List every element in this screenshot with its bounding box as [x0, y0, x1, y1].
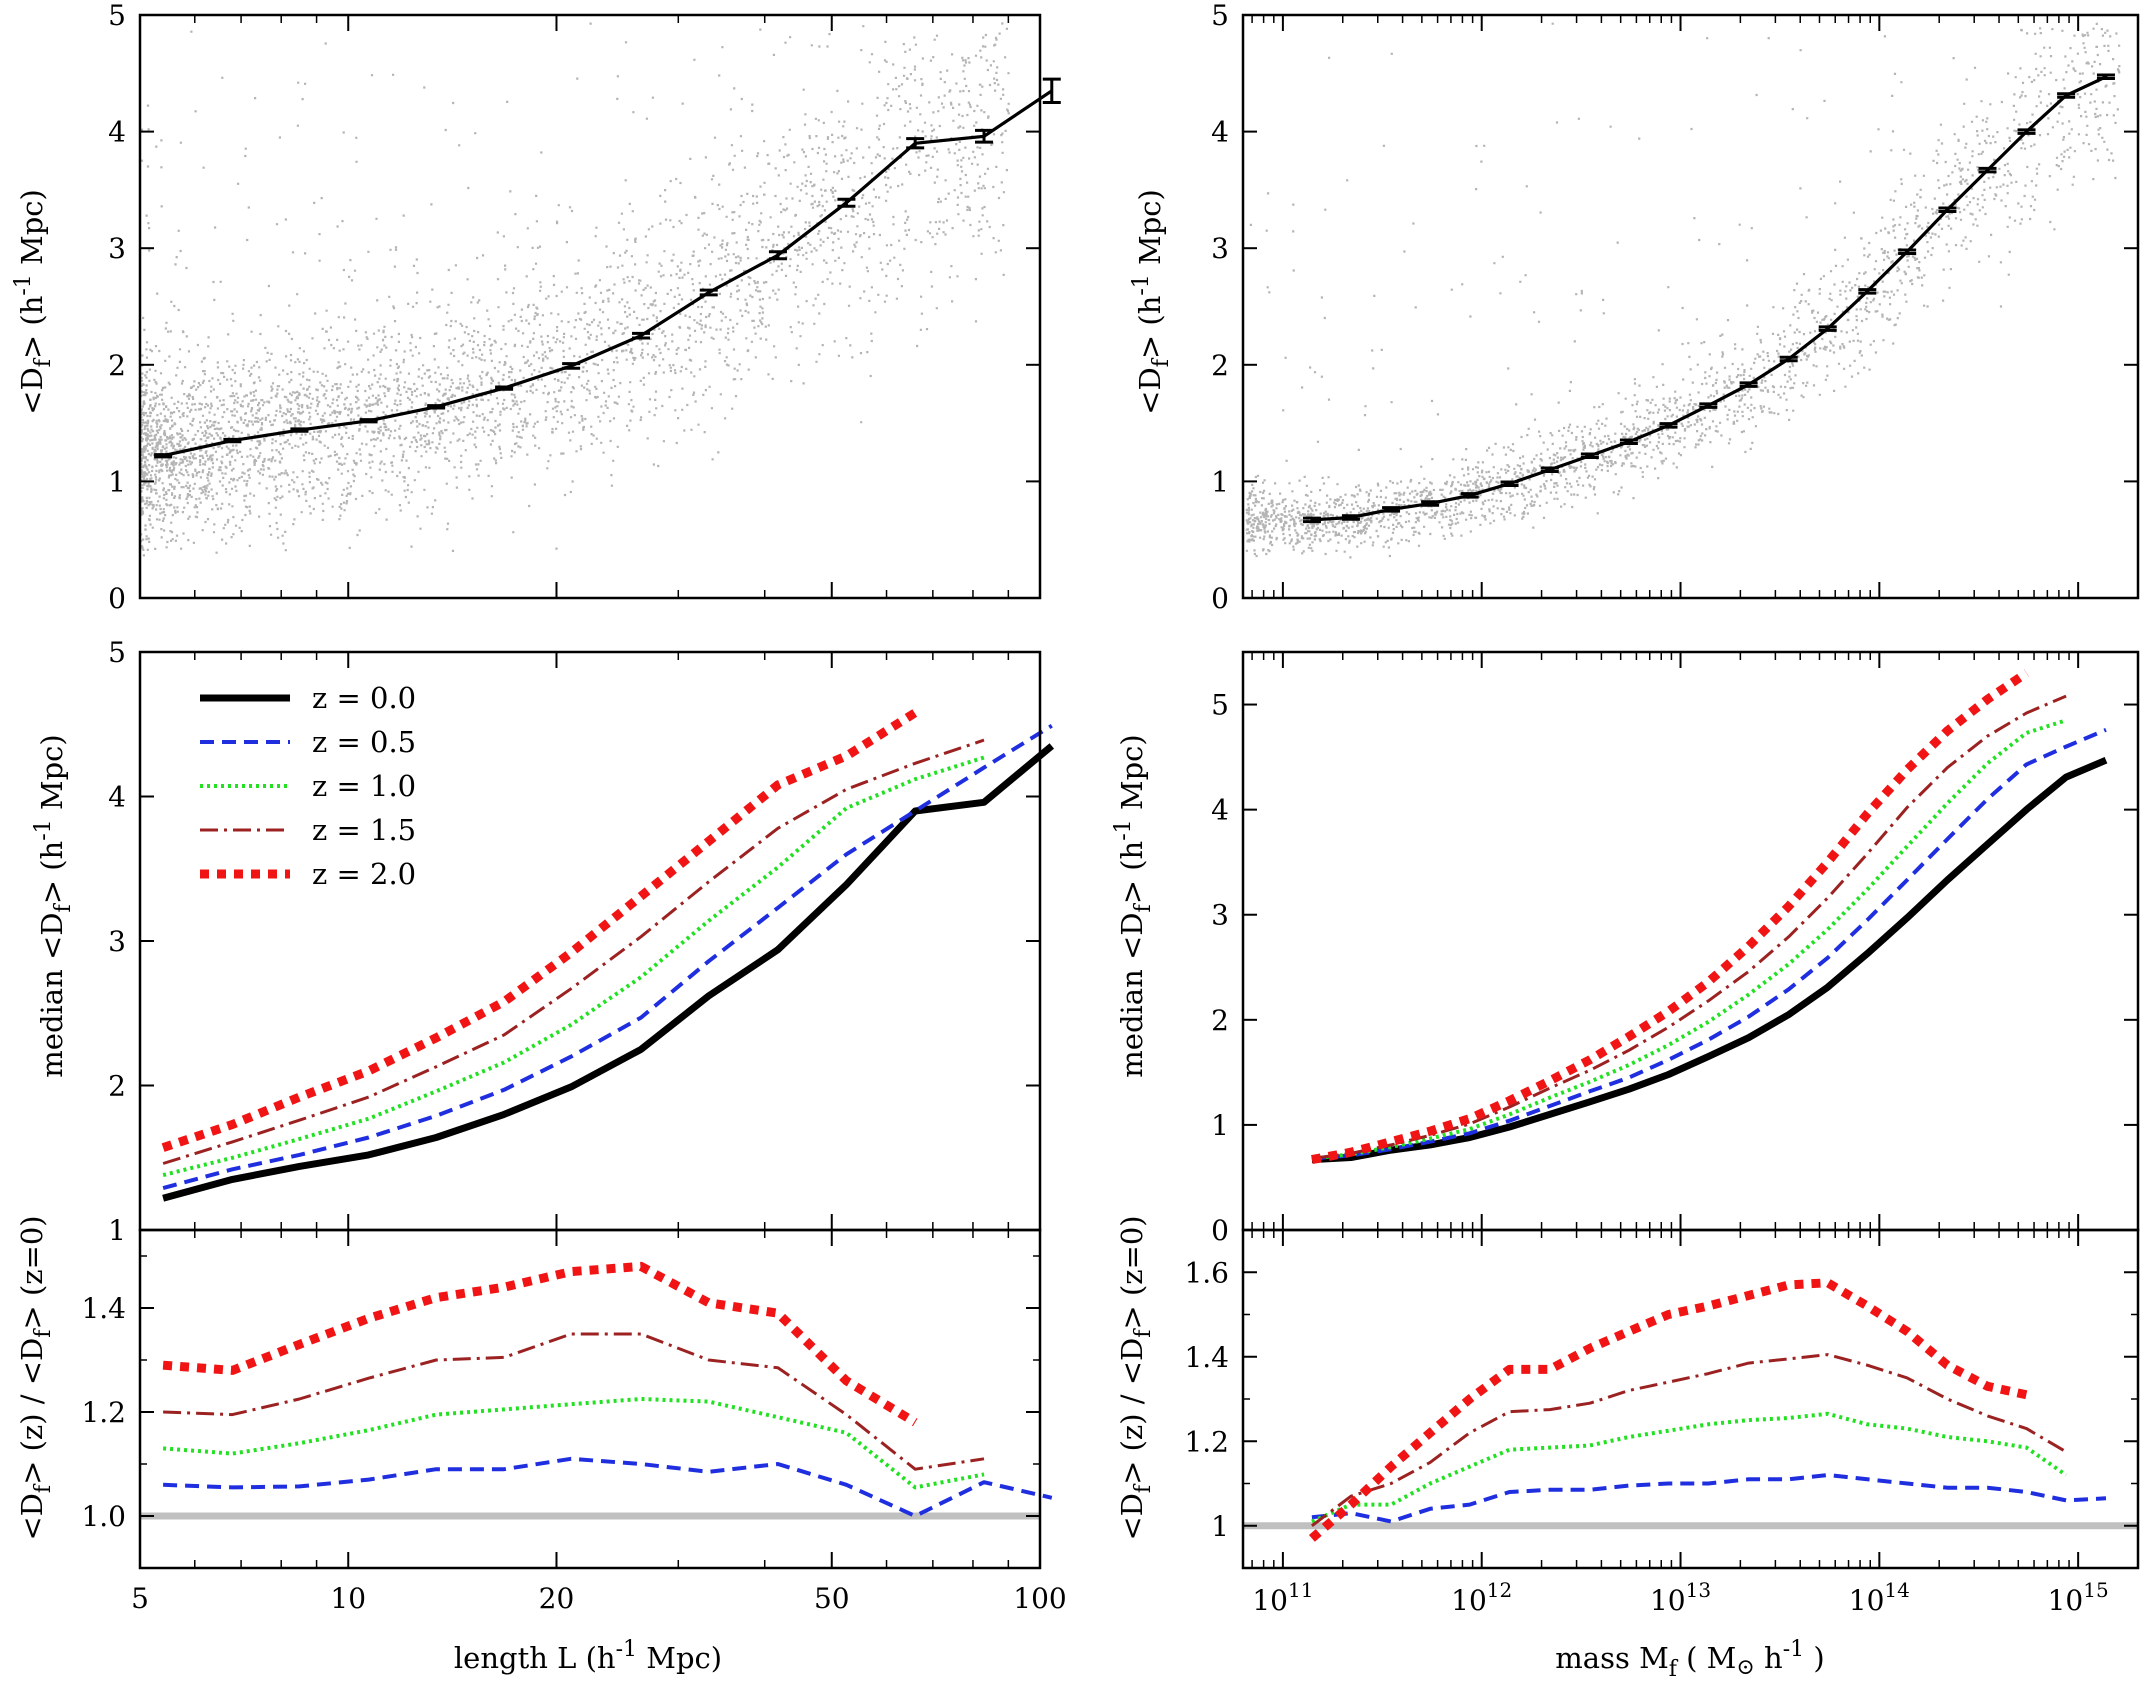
xtick-label-left: 100	[1013, 1582, 1066, 1615]
legend-label-z15: z = 1.5	[312, 813, 416, 847]
xtick-base: 10	[2048, 1584, 2084, 1617]
ytick-label-mr: 3	[1211, 899, 1229, 932]
mean-line-top-left	[162, 89, 1053, 458]
ytick-label-mr: 2	[1211, 1004, 1229, 1037]
ytick-label-ml: 2	[108, 1070, 126, 1103]
scatter-points-top-left	[140, 22, 1010, 557]
ytick-label-tl: 0	[108, 582, 126, 615]
scatter-tr-dots	[1245, 22, 2121, 559]
series-line-middle-left-00	[162, 743, 1055, 1202]
panel-frame-br	[1241, 1228, 2140, 1570]
panel-frame-tl	[138, 13, 1042, 600]
xtick-exponent: 14	[1884, 1578, 1909, 1602]
panel-frame-bl	[138, 1228, 1042, 1570]
series-line-middle-right-15	[1311, 694, 2067, 1160]
ytick-label-tr: 5	[1211, 0, 1229, 32]
ytick-label-br: 1	[1211, 1510, 1229, 1543]
ytick-label-ml: 5	[108, 636, 126, 669]
xtick-exponent: 12	[1487, 1578, 1512, 1602]
series-line-bottom-right-15	[1310, 1353, 2067, 1527]
ytick-label-tl: 1	[108, 465, 126, 498]
ytick-label-tl: 5	[108, 0, 126, 32]
series-line-middle-right-05	[1311, 727, 2107, 1161]
xlabel-right: mass Mf ( M⊙ h-1 )	[1555, 1637, 1824, 1682]
legend-label-z10: z = 1.0	[312, 769, 416, 803]
series-line-middle-right-10	[1311, 718, 2067, 1161]
xtick-label-right: 1015	[2048, 1578, 2109, 1617]
series-line-middle-left-15	[162, 738, 985, 1165]
ylabel-top-right: <Df> (h-1 Mpc)	[1129, 189, 1174, 415]
xtick-label-right: 1014	[1849, 1578, 1910, 1617]
xtick-label-left: 10	[330, 1582, 366, 1615]
xtick-base: 10	[1650, 1584, 1686, 1617]
ylabel-middle-right: median <Df> (h-1 Mpc)	[1111, 734, 1156, 1077]
ytick-label-tr: 3	[1211, 232, 1229, 265]
legend: z = 0.0 z = 0.5 z = 1.0 z = 1.5 z = 2.0	[200, 681, 416, 891]
ytick-label-bl: 1.0	[81, 1500, 126, 1533]
ytick-label-mr: 1	[1211, 1109, 1229, 1142]
chart-marks	[140, 73, 2138, 1542]
series-line-bottom-right-05	[1311, 1473, 2107, 1524]
ylabel-bottom-right: <Df> (z) / <Df> (z=0)	[1115, 1215, 1156, 1540]
ytick-label-tr: 1	[1211, 465, 1229, 498]
scatter-tl-dots	[140, 22, 1010, 557]
xtick-label-right: 1012	[1451, 1578, 1512, 1617]
ylabel-bottom-left: <Df> (z) / <Df> (z=0)	[15, 1215, 56, 1540]
ytick-label-ml: 3	[108, 925, 126, 958]
ytick-label-mr: 0	[1211, 1214, 1229, 1247]
legend-label-z05: z = 0.5	[312, 725, 416, 759]
ytick-label-tr: 4	[1211, 116, 1229, 149]
ytick-label-tl: 3	[108, 232, 126, 265]
series-line-middle-left-10	[162, 755, 985, 1178]
panel-frame-mr	[1241, 650, 2140, 1232]
ytick-label-tl: 2	[108, 349, 126, 382]
ytick-label-mr: 5	[1211, 689, 1229, 722]
xtick-base: 10	[1849, 1584, 1885, 1617]
ytick-label-bl: 1.2	[81, 1396, 126, 1429]
axes: 012345012345123450123451.01.21.411.21.41…	[81, 0, 2140, 1617]
series-line-bottom-right-10	[1311, 1411, 2068, 1524]
ytick-label-tl: 4	[108, 116, 126, 149]
legend-label-z20: z = 2.0	[312, 857, 416, 891]
xtick-label-left: 5	[131, 1582, 149, 1615]
panel-frame-tr	[1241, 13, 2140, 600]
ytick-label-br: 1.2	[1184, 1425, 1229, 1458]
ylabel-top-left: <Df> (h-1 Mpc)	[11, 189, 56, 415]
series-line-middle-left-05	[162, 723, 1053, 1191]
series-line-bottom-left-05	[163, 1456, 1053, 1518]
ytick-label-ml: 4	[108, 781, 126, 814]
xtick-exponent: 13	[1686, 1578, 1711, 1602]
series-line-middle-right-00	[1311, 756, 2108, 1164]
series-line-bottom-right-20	[1308, 1278, 2028, 1542]
xtick-label-right: 1011	[1252, 1578, 1313, 1617]
ytick-label-br: 1.4	[1184, 1341, 1229, 1374]
series-line-bottom-left-20	[162, 1261, 918, 1427]
series-line-middle-right-20	[1311, 669, 2030, 1165]
ytick-label-ml: 1	[108, 1214, 126, 1247]
ytick-label-tr: 2	[1211, 349, 1229, 382]
ytick-label-tr: 0	[1211, 582, 1229, 615]
legend-label-z0: z = 0.0	[312, 681, 416, 715]
xlabel-left: length L (h-1 Mpc)	[454, 1637, 722, 1675]
series-line-middle-left-20	[161, 708, 918, 1152]
xtick-label-right: 1013	[1650, 1578, 1711, 1617]
ytick-label-br: 1.6	[1184, 1256, 1229, 1289]
xtick-base: 10	[1451, 1584, 1487, 1617]
ytick-label-bl: 1.4	[81, 1292, 126, 1325]
xtick-exponent: 11	[1288, 1578, 1313, 1602]
ylabel-middle-left: median <Df> (h-1 Mpc)	[31, 734, 76, 1077]
xtick-exponent: 15	[2083, 1578, 2108, 1602]
xtick-label-left: 50	[814, 1582, 850, 1615]
xtick-label-left: 20	[539, 1582, 575, 1615]
series-line-bottom-left-10	[162, 1397, 985, 1490]
ytick-label-mr: 4	[1211, 794, 1229, 827]
xtick-base: 10	[1252, 1584, 1288, 1617]
series-line-bottom-left-15	[163, 1332, 985, 1471]
scatter-points-top-right	[1245, 22, 2121, 559]
